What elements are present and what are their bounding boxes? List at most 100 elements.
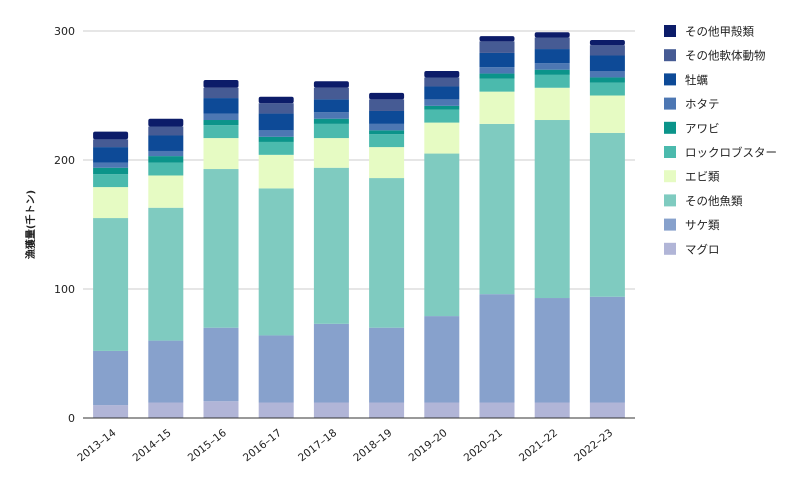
bar-segment — [93, 187, 129, 219]
y-tick-label: 100 — [54, 283, 75, 296]
legend-swatch — [664, 194, 676, 207]
x-tick-label: 2014–15 — [131, 427, 174, 464]
x-tick-label: 2021–22 — [517, 427, 560, 464]
bar-segment — [203, 401, 239, 418]
bar-segment — [148, 340, 184, 403]
legend-label: その他魚類 — [685, 194, 743, 208]
legend-swatch — [664, 218, 676, 231]
bar-segment — [424, 122, 460, 154]
bar-segment — [93, 167, 129, 175]
bar-segment — [203, 87, 239, 99]
bar-segment — [589, 132, 625, 297]
bar-stack-2018–19 — [369, 92, 405, 418]
x-tick-label: 2015–16 — [186, 427, 229, 465]
bar-segment — [589, 95, 625, 133]
bar-segment — [589, 55, 625, 71]
bar-segment — [479, 91, 515, 124]
bar-segment — [148, 175, 184, 208]
bar-segment — [93, 218, 129, 351]
bar-segment — [258, 335, 294, 403]
bar-segment — [369, 134, 405, 148]
bar-segment — [479, 402, 515, 418]
bar-segment — [93, 147, 129, 163]
bar-segment — [424, 70, 460, 78]
legend-item: その他軟体動物 — [664, 49, 766, 63]
bar-segment — [203, 98, 239, 114]
bar-segment — [369, 147, 405, 179]
bar-segment — [93, 405, 129, 418]
bar-segment — [369, 130, 405, 135]
bar-segment — [424, 77, 460, 87]
bar-segment — [589, 45, 625, 56]
bar-segment — [479, 294, 515, 403]
bar-segment — [589, 82, 625, 96]
legend-swatch — [664, 121, 676, 134]
legend-item: その他魚類 — [664, 194, 743, 208]
bar-segment — [93, 162, 129, 168]
bar-segment — [148, 135, 184, 151]
bar-segment — [148, 126, 184, 136]
y-axis-title: 漁獲量(千トン) — [24, 190, 37, 259]
bar-segment — [534, 49, 570, 64]
bar-stack-2017–18 — [313, 81, 349, 418]
bar-segment — [258, 141, 294, 155]
bar-segment — [369, 402, 405, 418]
bar-segment — [424, 99, 460, 106]
bar-segment — [369, 178, 405, 328]
legend-label: その他甲殻類 — [685, 25, 754, 39]
bar-segment — [258, 113, 294, 131]
legend-label: マグロ — [685, 242, 720, 256]
bar-stack-2022–23 — [589, 40, 625, 418]
legend-swatch — [664, 170, 676, 183]
bar-segment — [313, 402, 349, 418]
bar-segment — [369, 327, 405, 403]
legend: その他甲殻類その他軟体動物牡蠣ホタテアワビロックロブスターエビ類その他魚類サケ類… — [664, 25, 777, 256]
bar-segment — [424, 153, 460, 317]
bar-segment — [258, 402, 294, 418]
bar-segment — [424, 86, 460, 100]
bar-segment — [479, 67, 515, 74]
bar-segment — [534, 120, 570, 299]
bar-segment — [589, 296, 625, 403]
bar-stack-2020–21 — [479, 36, 515, 418]
bar-segment — [534, 69, 570, 75]
bar-segment — [258, 96, 294, 104]
legend-item: アワビ — [664, 121, 720, 135]
bar-segment — [313, 118, 349, 124]
legend-swatch — [664, 73, 676, 86]
legend-item: 牡蠣 — [664, 73, 708, 87]
bar-segment — [424, 109, 460, 123]
bar-segment — [534, 402, 570, 418]
bar-segment — [479, 123, 515, 295]
bar-segment — [313, 112, 349, 119]
x-tick-label: 2020–21 — [462, 427, 505, 464]
bar-stack-2016–17 — [258, 96, 294, 418]
bar-stacks — [93, 32, 625, 418]
bar-stack-2013–14 — [93, 131, 129, 418]
bar-segment — [93, 174, 129, 188]
bar-segment — [203, 80, 239, 88]
bar-segment — [589, 70, 625, 78]
bar-segment — [203, 125, 239, 139]
bar-segment — [203, 169, 239, 328]
bar-segment — [258, 103, 294, 114]
legend-label: サケ類 — [685, 218, 720, 232]
bar-segment — [479, 73, 515, 79]
y-tick-label: 200 — [54, 154, 75, 167]
bar-segment — [313, 87, 349, 100]
legend-swatch — [664, 146, 676, 158]
legend-swatch — [664, 97, 676, 110]
x-tick-label: 2019–20 — [407, 427, 450, 464]
bar-segment — [258, 188, 294, 336]
bar-segment — [93, 131, 129, 140]
bar-segment — [313, 323, 349, 403]
bar-segment — [534, 298, 570, 403]
legend-item: マグロ — [664, 242, 720, 256]
bar-segment — [203, 113, 239, 121]
bar-segment — [258, 154, 294, 189]
bar-stack-2019–20 — [424, 70, 460, 418]
bar-segment — [313, 81, 349, 88]
bar-segment — [479, 41, 515, 53]
bar-segment — [369, 99, 405, 111]
